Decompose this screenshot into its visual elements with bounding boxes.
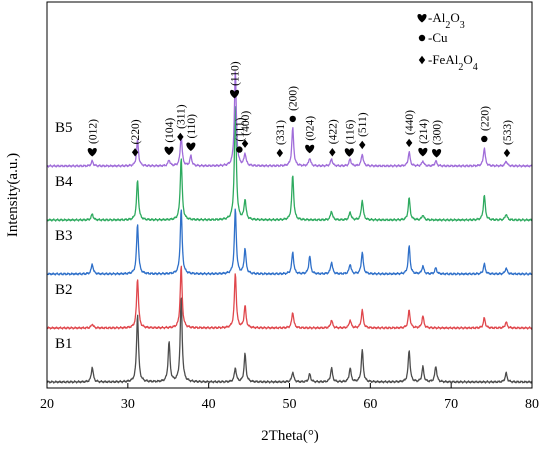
y-axis-title: Intensity(a.u.)	[5, 153, 21, 237]
legend-text-part: O	[463, 52, 472, 67]
x-axis-title: 2Theta(°)	[261, 428, 319, 444]
peak-marker-heart-icon	[229, 89, 240, 99]
series-label-b3: B3	[55, 228, 73, 244]
series-label-b1: B1	[55, 336, 73, 352]
plot-frame	[46, 1, 533, 389]
series-line-b1	[46, 297, 533, 384]
legend-diamond-icon	[418, 55, 426, 65]
x-tick-label-1: 30	[121, 397, 135, 412]
x-tick-label-3: 50	[283, 397, 297, 412]
x-tick-label-0: 20	[40, 397, 54, 412]
legend-text-part: -FeAl	[428, 52, 459, 67]
x-tick-label-6: 80	[525, 397, 539, 412]
series-label-b4: B4	[55, 174, 73, 190]
x-tick-label-2: 40	[202, 397, 216, 412]
legend-text-part: 3	[460, 20, 465, 31]
peak-label: (012)	[87, 119, 99, 144]
legend-text-part: -Al	[428, 10, 446, 25]
peak-label: (024)	[305, 116, 317, 141]
peak-label: (400)	[240, 111, 252, 136]
legend-text-part: O	[450, 10, 459, 25]
peak-marker-diamond-icon	[329, 148, 336, 157]
peak-label: (111)	[234, 117, 246, 141]
series-line-b5	[46, 71, 533, 168]
x-axis: 20 30 40 50 60 70 80	[40, 383, 539, 412]
peak-label: (200)	[288, 86, 300, 111]
peak-marker-heart-icon	[305, 144, 315, 154]
peak-marker-diamond-icon	[177, 132, 184, 142]
peak-marker-heart-icon	[87, 147, 97, 157]
peak-label: (422)	[327, 119, 339, 144]
peak-marker-diamond-icon	[503, 148, 511, 158]
peak-label: (116)	[344, 120, 356, 145]
peak-marker-diamond-icon	[359, 140, 366, 150]
series-labels: B1 B2 B3 B4 B5	[55, 120, 73, 352]
peak-label: (331)	[275, 120, 287, 145]
legend-entry-2: -FeAl2O4	[428, 52, 478, 73]
series-label-b2: B2	[55, 282, 73, 298]
legend-entry-1: -Cu	[428, 30, 448, 45]
legend-entry-0: -Al2O3	[428, 10, 465, 31]
peak-marker-heart-icon	[186, 142, 196, 151]
peak-label: (220)	[479, 106, 491, 131]
legend-text-part: 4	[473, 62, 478, 73]
peak-label: (311)	[175, 104, 187, 129]
peak-label: (104)	[164, 118, 176, 143]
peak-label: (220)	[130, 119, 142, 144]
peak-marker-heart-icon	[164, 146, 174, 156]
peak-label: (511)	[357, 112, 369, 137]
legend: -Al2O3-Cu-FeAl2O4	[417, 10, 478, 73]
peak-marker-heart-icon	[432, 149, 442, 158]
peak-marker-dot-icon	[289, 115, 296, 123]
peak-marker-diamond-icon	[241, 139, 249, 148]
legend-text-part: -Cu	[428, 30, 448, 45]
peak-marker-diamond-icon	[276, 148, 283, 158]
legend-text-part: 2	[445, 20, 450, 31]
peak-marker-diamond-icon	[405, 138, 413, 148]
series-line-b2	[46, 265, 533, 330]
peak-marker-diamond-icon	[131, 148, 139, 157]
legend-dot-icon	[418, 34, 426, 42]
legend-heart-icon	[417, 14, 427, 23]
x-tick-label-5: 70	[444, 397, 458, 412]
legend-text-part: 2	[458, 62, 463, 73]
peak-label: (214)	[418, 119, 430, 144]
peak-label: (110)	[186, 114, 198, 139]
peak-marker-heart-icon	[418, 147, 428, 157]
peak-label: (300)	[432, 120, 444, 145]
peak-marker-dot-icon	[481, 135, 488, 143]
series-layer	[46, 71, 533, 384]
series-line-b3	[46, 208, 533, 276]
peak-marker-dot-icon	[236, 146, 243, 153]
series-label-b5: B5	[55, 120, 73, 136]
peak-label: (110)	[230, 61, 242, 86]
peak-label: (533)	[502, 120, 514, 145]
peak-marker-heart-icon	[344, 148, 354, 157]
x-tick-label-4: 60	[363, 397, 377, 412]
peak-annotations: (012) (220) (104)(311)(110)(110)(111)(400)…	[87, 61, 514, 158]
series-line-b4	[46, 106, 533, 222]
peak-label: (440)	[404, 110, 416, 135]
